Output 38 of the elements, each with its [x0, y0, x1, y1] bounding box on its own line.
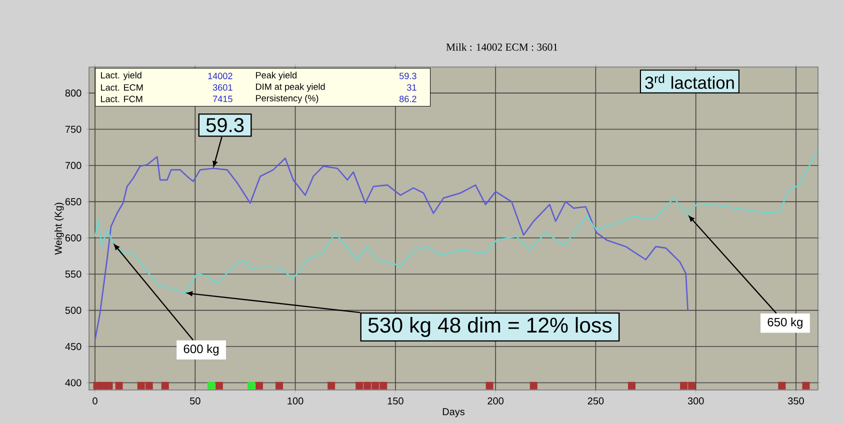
- y-tick-label: 550: [65, 270, 82, 278]
- chart-title: Milk : 14002 ECM : 3601: [446, 43, 558, 51]
- annotation: Lact. FCM: [101, 96, 142, 102]
- x-tick-label: 0: [92, 397, 98, 404]
- y-tick-label: 600: [65, 234, 82, 242]
- x-tick-label: 300: [688, 397, 704, 404]
- annotation: 530 kg 48 dim = 12% loss: [368, 317, 612, 337]
- annotation: 600 kg: [184, 344, 218, 356]
- y-tick-label: 650: [65, 198, 82, 206]
- y-tick-label: 400: [65, 379, 82, 386]
- annotation: Lact. ECM: [101, 84, 143, 91]
- annotation: 7415: [213, 96, 232, 102]
- y-tick-label: 700: [65, 162, 82, 170]
- x-tick-label: 250: [588, 397, 604, 404]
- x-tick-label: 100: [288, 397, 304, 404]
- annotation: 59.3: [206, 118, 244, 132]
- y-tick-label: 800: [65, 90, 82, 97]
- annotation: 31: [407, 84, 416, 91]
- annotation: 59.3: [399, 72, 416, 80]
- x-axis-title: Days: [442, 408, 465, 418]
- annotation: 3$^{rd}$ lactation: [645, 74, 734, 89]
- y-tick-label: 750: [65, 126, 82, 133]
- y-tick-label: 450: [65, 342, 82, 350]
- annotation: Peak yield: [256, 72, 296, 80]
- annotation: DIM at peak yield: [256, 83, 325, 92]
- x-tick-label: 200: [488, 397, 504, 404]
- annotation: 650 kg: [768, 318, 802, 329]
- x-tick-label: 50: [190, 397, 200, 404]
- annotation: 86.2: [399, 96, 416, 102]
- annotation: 3601: [212, 84, 232, 91]
- line-series: [94, 156, 688, 341]
- x-tick-label: 350: [788, 397, 804, 404]
- annotation: Lact. yield: [101, 72, 142, 80]
- y-tick-label: 500: [65, 306, 82, 314]
- x-tick-label: 150: [388, 397, 404, 404]
- y-axis-title: Weight (Kg): [54, 202, 64, 255]
- annotation: Persistency (%): [256, 94, 318, 104]
- annotation: 14002: [208, 72, 232, 80]
